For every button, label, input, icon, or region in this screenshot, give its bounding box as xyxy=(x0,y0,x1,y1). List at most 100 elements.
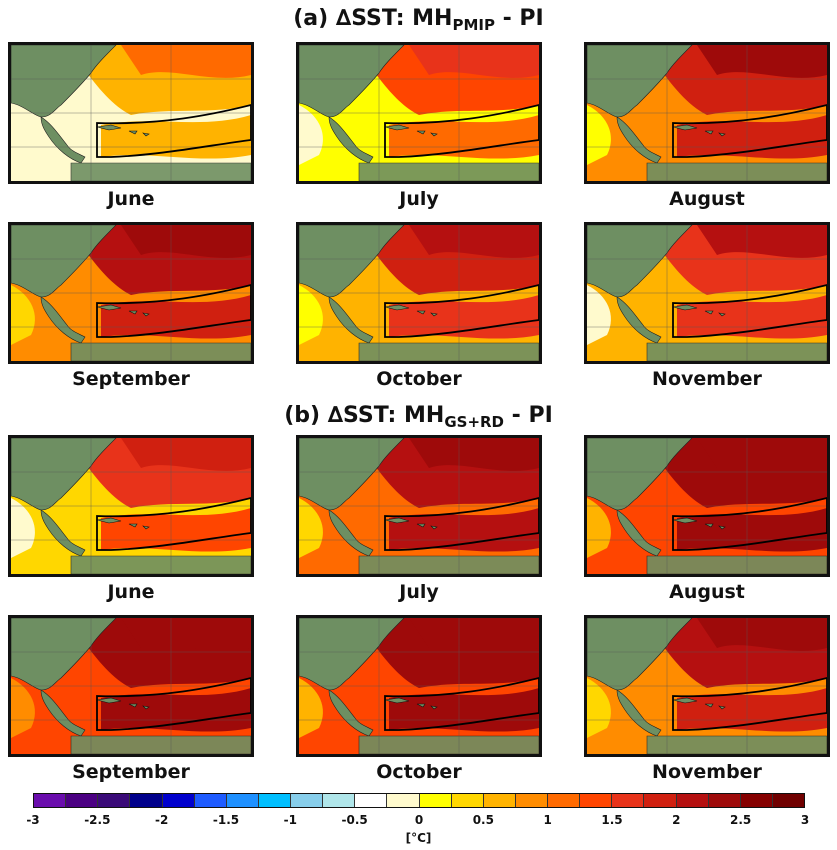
map-panel xyxy=(584,435,830,577)
land-south-america xyxy=(646,735,827,754)
land-north-america xyxy=(11,438,117,511)
sst-map xyxy=(587,438,827,574)
colorbar-segment xyxy=(130,794,163,807)
ocean-pacific xyxy=(299,105,323,165)
sst-map xyxy=(299,618,539,754)
ocean-tropical-band xyxy=(677,508,827,552)
map-panel xyxy=(584,222,830,364)
ocean-pacific xyxy=(587,678,611,738)
main-development-region-box xyxy=(96,104,251,158)
land-north-america xyxy=(299,225,405,298)
ocean-warmest xyxy=(409,45,539,78)
ocean-tropical-band xyxy=(389,115,539,159)
sst-map xyxy=(11,438,251,574)
land-central-america xyxy=(40,296,86,344)
ocean-warmest xyxy=(121,438,251,471)
map-frame xyxy=(584,222,830,364)
land-caribbean-islands xyxy=(96,697,150,710)
main-development-region-box xyxy=(672,284,827,338)
land-north-america xyxy=(11,45,117,118)
land-caribbean-islands xyxy=(384,517,438,530)
colorbar-segment xyxy=(162,794,195,807)
map-gridlines xyxy=(587,618,827,754)
colorbar-segment xyxy=(515,794,548,807)
land-caribbean-islands xyxy=(96,124,150,137)
colorbar-segment xyxy=(194,794,227,807)
colorbar-segment xyxy=(708,794,741,807)
land-central-america xyxy=(328,116,374,164)
sst-map xyxy=(587,45,827,181)
map-panel xyxy=(296,222,542,364)
colorbar-tick-label: 1 xyxy=(543,813,552,827)
land-central-america xyxy=(40,116,86,164)
ocean-warmest xyxy=(697,225,827,258)
land-central-america xyxy=(328,509,374,557)
sst-map xyxy=(299,225,539,361)
land-north-america xyxy=(11,225,117,298)
ocean-tropical-band xyxy=(677,688,827,732)
colorbar-tick-label: -0.5 xyxy=(341,813,368,827)
main-development-region-box xyxy=(96,284,251,338)
colorbar-segment xyxy=(419,794,452,807)
main-development-region-box xyxy=(384,104,539,158)
ocean-pacific xyxy=(11,285,35,345)
land-central-america xyxy=(40,689,86,737)
ocean-tropical-band xyxy=(677,115,827,159)
colorbar-segment xyxy=(66,794,99,807)
map-panel xyxy=(8,615,254,757)
sst-map xyxy=(587,225,827,361)
colorbar-segment xyxy=(323,794,356,807)
land-south-america xyxy=(70,342,251,361)
ocean-warmest xyxy=(409,438,539,471)
map-panel xyxy=(296,435,542,577)
main-development-region-box xyxy=(96,677,251,731)
sst-map xyxy=(11,45,251,181)
land-caribbean-islands xyxy=(672,517,726,530)
ocean-warmest xyxy=(121,618,251,651)
colorbar-tick-label: -2.5 xyxy=(84,813,111,827)
colorbar xyxy=(33,793,805,808)
month-label: October xyxy=(376,368,462,390)
ocean-pacific xyxy=(299,285,323,345)
ocean-warmest xyxy=(697,45,827,78)
ocean-pacific xyxy=(11,498,35,558)
ocean-pacific xyxy=(587,285,611,345)
land-north-america xyxy=(587,618,693,691)
month-label: July xyxy=(399,581,439,603)
colorbar-unit: [°C] xyxy=(405,831,432,845)
map-frame xyxy=(8,615,254,757)
sst-map xyxy=(299,438,539,574)
ocean-pacific xyxy=(11,678,35,738)
colorbar-segment xyxy=(258,794,291,807)
colorbar-segment xyxy=(34,794,67,807)
colorbar-segment xyxy=(676,794,709,807)
land-central-america xyxy=(616,509,662,557)
land-south-america xyxy=(358,555,539,574)
land-north-america xyxy=(587,45,693,118)
land-north-america xyxy=(587,438,693,511)
map-panel xyxy=(8,435,254,577)
ocean-warmest xyxy=(121,225,251,258)
colorbar-segment xyxy=(226,794,259,807)
sst-map xyxy=(11,225,251,361)
land-caribbean-islands xyxy=(384,124,438,137)
map-panel xyxy=(296,615,542,757)
main-development-region-box xyxy=(672,104,827,158)
land-north-america xyxy=(587,225,693,298)
map-panel xyxy=(584,615,830,757)
map-frame xyxy=(8,222,254,364)
month-label: November xyxy=(652,368,762,390)
main-development-region-box xyxy=(384,497,539,551)
map-frame xyxy=(296,222,542,364)
month-label: November xyxy=(652,761,762,783)
land-central-america xyxy=(328,296,374,344)
ocean-pacific xyxy=(587,105,611,165)
land-south-america xyxy=(70,162,251,181)
colorbar-tick-label: 0.5 xyxy=(472,813,494,827)
land-central-america xyxy=(328,689,374,737)
section-a-title: (a) ∆SST: MHPMIP - PI xyxy=(293,6,544,34)
map-frame xyxy=(584,435,830,577)
land-caribbean-islands xyxy=(384,304,438,317)
main-development-region-box xyxy=(384,677,539,731)
land-central-america xyxy=(616,689,662,737)
